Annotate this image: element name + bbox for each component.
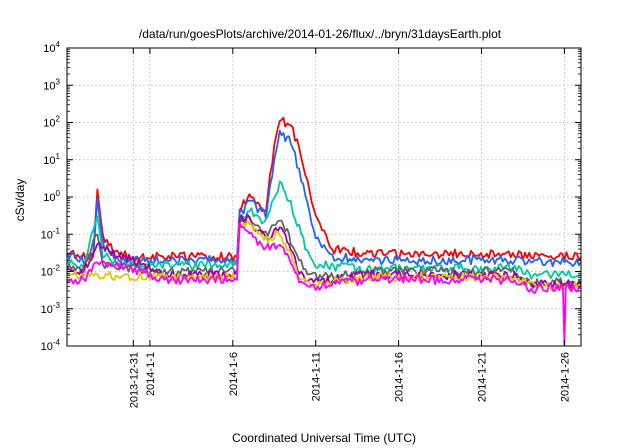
y-tick-label: 104 [43,40,60,55]
x-axis-ticks: 2013-12-31 2014-1-1 2014-1-6 2014-1-11 2014-… [128,48,571,408]
y-tick-label: 103 [43,77,60,92]
plot-lines [66,116,582,346]
x-tick-label: 2013-12-31 [128,352,140,408]
x-tick-label: 2014-1-26 [559,352,571,402]
grid-lines [67,48,581,346]
series-line [66,116,582,262]
series-line [66,129,582,268]
y-tick-label: 10-1 [41,226,61,241]
x-tick-label: 2014-1-21 [477,352,489,402]
x-tick-label: 2014-1-1 [145,352,157,396]
series-line [66,214,582,290]
y-tick-label: 101 [43,152,60,167]
series-line [66,222,582,346]
y-tick-label: 10-4 [41,338,61,353]
x-tick-label: 2014-1-6 [228,352,240,396]
series-line [66,213,582,288]
x-axis-label: Coordinated Universal Time (UTC) [232,431,416,445]
y-tick-label: 100 [43,189,60,204]
x-tick-label: 2014-1-16 [394,352,406,402]
y-tick-label: 102 [43,115,60,130]
x-tick-label: 2014-1-11 [311,352,323,401]
y-tick-label: 10-3 [41,301,61,316]
y-axis-label: cSv/day [13,179,27,222]
series-line [66,220,582,292]
series-line [66,180,582,280]
chart-title: /data/run/goesPlots/archive/2014-01-26/f… [139,27,502,41]
y-tick-label: 10-2 [41,264,61,279]
y-axis-ticks: 10-4 10-3 10-2 10-1 100 101 102 103 104 [41,40,581,353]
